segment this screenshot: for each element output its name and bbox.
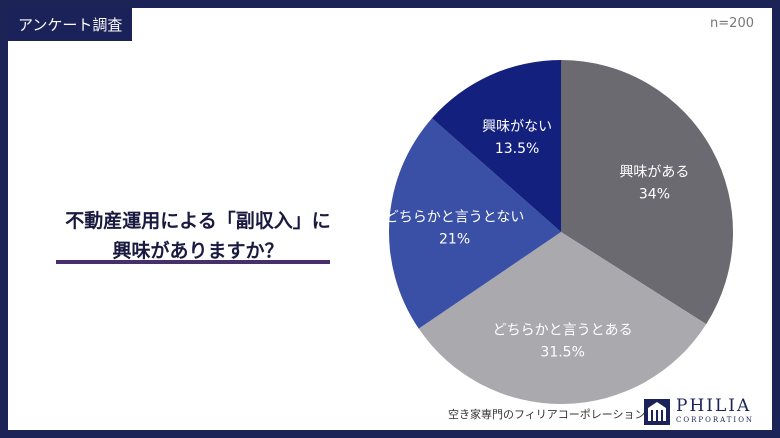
pie-slice-value-3: 21% [439, 231, 470, 247]
company-logo: PHILIA CORPORATION [644, 398, 754, 425]
pie-slice-label-1: 興味がある [619, 165, 689, 181]
pie-chart: 興味がある 34% どちらかと言うとある 31.5% どちらかと言うとない 21% 興味がな… [385, 60, 733, 405]
pie-slice-2 [418, 232, 707, 405]
slide-frame: アンケート調査 n=200 不動産運用による「副収入」に 興味がありますか？ 興… [8, 8, 772, 430]
pie-slice-value-4: 13.5% [495, 141, 539, 157]
pie-slice-label-2: どちらかと言うとある [493, 323, 633, 339]
question-underline [56, 260, 330, 264]
pie-slice-value-1: 34% [639, 187, 670, 203]
survey-tag: アンケート調査 [8, 8, 133, 41]
pie-slice-value-2: 31.5% [540, 345, 584, 361]
question-line-2: 興味がありますか？ [112, 240, 284, 262]
question-text: 不動産運用による「副収入」に 興味がありますか？ [48, 206, 348, 266]
pie-slice-label-3: どちらかと言うとない [385, 209, 525, 225]
pie-slice-4 [431, 60, 561, 232]
logo-sub: CORPORATION [676, 416, 755, 424]
pie-slice-label-4: 興味がない [482, 119, 552, 135]
sample-size: n=200 [710, 16, 754, 31]
company-description: 空き家専門のフィリアコーポレーション [448, 408, 646, 421]
logo-name: PHILIA [676, 396, 752, 416]
pie-slice-3 [388, 118, 561, 329]
building-logo-icon [644, 398, 670, 425]
pie-slice-1 [561, 60, 733, 325]
question-line-1: 不動産運用による「副収入」に [65, 210, 331, 232]
